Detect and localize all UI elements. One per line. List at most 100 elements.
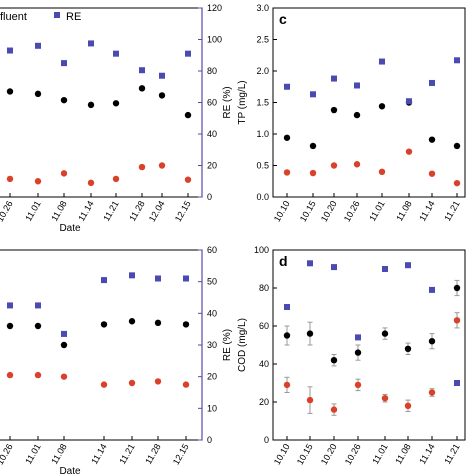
influent-point xyxy=(34,322,42,330)
panel-label: c xyxy=(279,11,287,27)
influent-point xyxy=(428,338,436,345)
x-tick-label: 10.26 xyxy=(343,442,363,467)
effluent-point xyxy=(428,389,436,396)
influent-point xyxy=(60,96,68,104)
x-tick-label: 10.20 xyxy=(319,199,339,224)
y-tick-label: 1.0 xyxy=(256,129,269,139)
influent-point xyxy=(184,111,192,119)
x-tick-label: 10.10 xyxy=(272,199,292,224)
y-tick-label: 1.5 xyxy=(256,98,269,108)
influent-point xyxy=(128,318,136,325)
influent-point xyxy=(158,92,166,99)
x-tick-label: 11.14 xyxy=(89,442,109,466)
influent-point xyxy=(100,321,108,328)
x-tick-label: 11.08 xyxy=(393,442,413,466)
effluent-point xyxy=(353,161,361,168)
x-tick-label: 10.26 xyxy=(342,199,362,224)
y-axis-title: COD (mg/L) xyxy=(237,318,248,372)
effluent-point xyxy=(428,170,436,177)
effluent-point xyxy=(283,381,291,389)
x-tick-label: 11.14 xyxy=(417,199,437,223)
plot-frame xyxy=(272,7,466,198)
x-tick-label: 12.15 xyxy=(171,442,191,467)
re-point xyxy=(310,91,316,98)
y-axis-title: TP (mg/L) xyxy=(237,80,248,124)
y2-tick-label: 0 xyxy=(207,435,212,445)
x-tick-label: 10.26 xyxy=(0,199,15,224)
re-point xyxy=(307,260,313,267)
influent-point xyxy=(453,142,461,150)
x-tick-label: 11.08 xyxy=(394,199,414,223)
x-tick-label: 10.10 xyxy=(272,442,292,467)
y2-tick-label: 20 xyxy=(207,161,217,171)
y2-axis-title: RE (%) xyxy=(222,86,233,118)
influent-point xyxy=(354,349,362,356)
effluent-point xyxy=(112,175,120,183)
effluent-point xyxy=(309,169,317,177)
re-point xyxy=(331,264,337,271)
influent-point xyxy=(87,101,95,109)
x-tick-label: 11.01 xyxy=(367,199,387,223)
re-point xyxy=(454,57,460,64)
effluent-point xyxy=(453,317,461,324)
effluent-point xyxy=(34,178,42,185)
y2-tick-label: 60 xyxy=(207,98,217,108)
influent-point xyxy=(6,88,14,95)
effluent-point xyxy=(184,176,192,183)
influent-point xyxy=(6,322,14,330)
panel-c: 0.0 0.5 1.0 1.5 2.0 2.5 3.0 10.10 10.15 10.20 10.2… xyxy=(237,3,466,224)
legend-re-label: RE xyxy=(66,11,81,23)
x-axis-title: Date xyxy=(59,466,81,474)
panel-label: d xyxy=(279,253,288,269)
x-tick-label: 12.15 xyxy=(173,199,193,224)
re-point xyxy=(406,98,412,105)
effluent-point xyxy=(283,169,291,176)
y2-tick-label: 10 xyxy=(207,403,217,413)
re-point xyxy=(454,380,460,386)
influent-point xyxy=(60,341,68,349)
y2-tick-label: 100 xyxy=(207,35,222,45)
plot-frame xyxy=(0,7,203,198)
x-tick-label: 10.15 xyxy=(295,442,315,467)
influent-point xyxy=(381,330,389,337)
effluent-point xyxy=(34,371,42,379)
y-tick-label: 0 xyxy=(264,435,269,445)
re-point xyxy=(35,42,41,49)
y2-tick-label: 0 xyxy=(207,192,212,202)
x-tick-label: 12.04 xyxy=(147,199,167,224)
y2-axis-title: RE (%) xyxy=(222,329,233,361)
re-point xyxy=(7,47,13,54)
re-point xyxy=(61,330,67,337)
effluent-point xyxy=(354,381,362,389)
re-point xyxy=(61,60,67,67)
influent-point xyxy=(112,100,120,107)
x-tick-label: 11.21 xyxy=(442,442,462,466)
x-tick-label: 11.21 xyxy=(117,442,137,466)
re-point xyxy=(354,82,360,89)
effluent-point xyxy=(100,381,108,388)
effluent-point xyxy=(378,168,386,175)
influent-point xyxy=(330,106,338,114)
influent-point xyxy=(283,134,291,141)
x-tick-label: 11.21 xyxy=(442,199,462,223)
legend-influent-label: fluent xyxy=(0,11,27,23)
effluent-point xyxy=(154,378,162,385)
panel-top-left: 0 20 40 60 80 100 120 10.26 11.01 11.08 11.14 11.21… xyxy=(0,3,233,234)
y2-tick-label: 20 xyxy=(207,372,217,382)
y-tick-label: 0.0 xyxy=(256,192,269,202)
re-point xyxy=(382,266,388,272)
y-tick-label: 3.0 xyxy=(256,3,269,13)
x-tick-label: 11.08 xyxy=(49,442,69,466)
x-axis-title: Date xyxy=(59,223,81,234)
x-tick-label: 10.26 xyxy=(0,442,15,467)
effluent-point xyxy=(87,179,95,187)
effluent-point xyxy=(158,162,166,169)
re-point xyxy=(139,67,145,74)
influent-point xyxy=(283,332,291,339)
effluent-point xyxy=(60,373,68,380)
y2-tick-label: 30 xyxy=(207,340,217,350)
re-point xyxy=(183,275,189,282)
y2-tick-label: 50 xyxy=(207,277,217,287)
effluent-point xyxy=(182,381,190,388)
